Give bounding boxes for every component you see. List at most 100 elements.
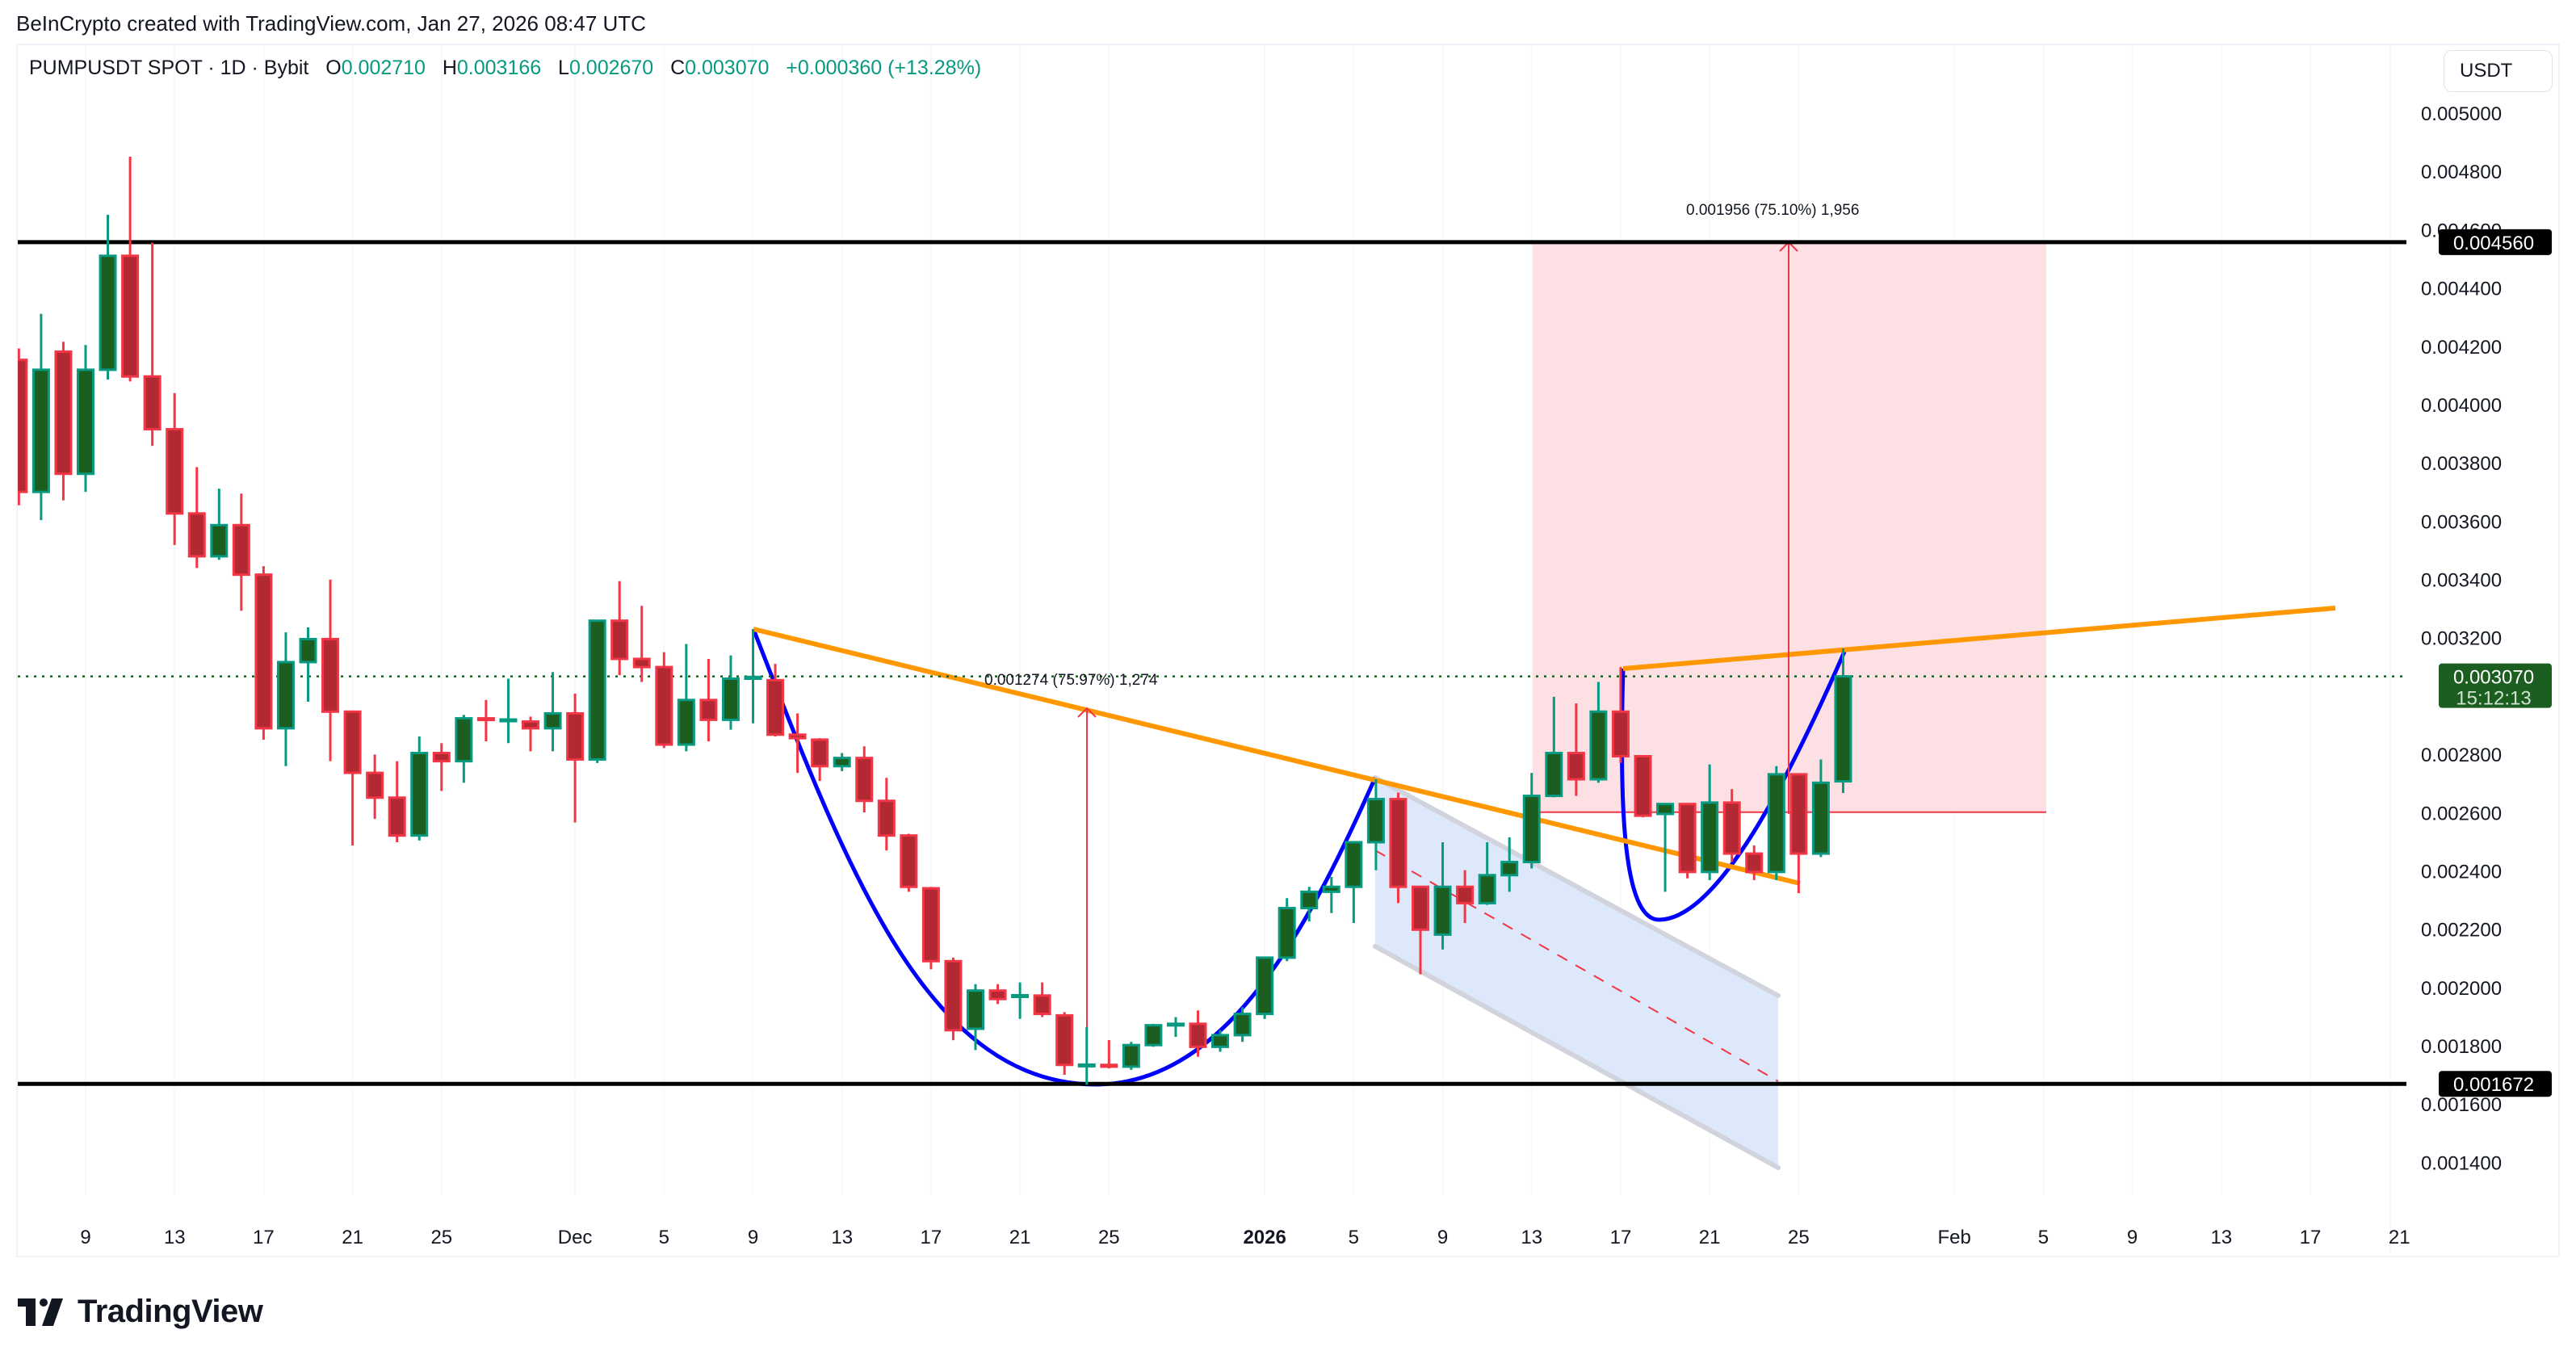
candle[interactable] <box>432 743 451 791</box>
candle[interactable] <box>11 348 28 506</box>
neckline-trendline[interactable] <box>1622 606 2336 671</box>
candle[interactable] <box>232 493 250 611</box>
candle[interactable] <box>1345 841 1363 923</box>
candle-body <box>343 710 362 774</box>
candle[interactable] <box>1478 841 1496 905</box>
candle[interactable] <box>1389 792 1408 904</box>
candle[interactable] <box>1033 982 1051 1017</box>
candle[interactable] <box>677 644 695 752</box>
candle[interactable] <box>210 489 229 560</box>
candle-body <box>988 989 1007 1001</box>
candle[interactable] <box>321 579 340 761</box>
candle[interactable] <box>476 699 495 742</box>
candle[interactable] <box>522 716 539 752</box>
price-tick: 0.002000 <box>2421 978 2502 1000</box>
candle[interactable] <box>276 632 295 766</box>
candle[interactable] <box>366 754 384 820</box>
candle[interactable] <box>766 664 785 736</box>
candle[interactable] <box>77 345 94 493</box>
candle[interactable] <box>121 157 140 382</box>
candle[interactable] <box>944 957 963 1041</box>
candle[interactable] <box>566 693 585 823</box>
candle[interactable] <box>921 887 940 970</box>
candle[interactable] <box>632 606 651 682</box>
candle[interactable] <box>1678 803 1697 879</box>
candle[interactable] <box>1077 1026 1096 1085</box>
candle[interactable] <box>54 342 73 501</box>
candle[interactable] <box>1634 755 1652 818</box>
descending-channel[interactable] <box>1375 778 1778 1168</box>
candle[interactable] <box>855 746 874 813</box>
candle[interactable] <box>1611 667 1630 763</box>
candle-body <box>1789 773 1808 855</box>
candle[interactable] <box>455 715 473 783</box>
currency-button[interactable]: USDT <box>2444 50 2553 92</box>
candle[interactable] <box>410 736 429 841</box>
candle[interactable] <box>833 753 851 771</box>
candle[interactable] <box>1767 766 1785 880</box>
candle[interactable] <box>1011 982 1030 1019</box>
candle[interactable] <box>187 467 206 568</box>
candle[interactable] <box>1166 1017 1185 1038</box>
candle[interactable] <box>1233 1007 1252 1042</box>
candle[interactable] <box>788 713 807 774</box>
candle[interactable] <box>143 242 162 447</box>
candle[interactable] <box>811 738 829 782</box>
candle[interactable] <box>499 678 518 744</box>
candle[interactable] <box>543 672 562 752</box>
candle[interactable] <box>1789 773 1808 894</box>
candle[interactable] <box>1656 803 1675 892</box>
symbol-title[interactable]: PUMPUSDT SPOT · 1D · Bybit <box>29 57 309 79</box>
candle[interactable] <box>1589 682 1608 783</box>
candle[interactable] <box>1300 887 1319 922</box>
candle[interactable] <box>988 984 1007 1005</box>
candle[interactable] <box>610 581 629 676</box>
candle[interactable] <box>1256 956 1274 1019</box>
candle[interactable] <box>1500 837 1519 892</box>
price-tick: 0.001800 <box>2421 1036 2502 1058</box>
candle[interactable] <box>1100 1040 1118 1069</box>
candle[interactable] <box>1211 1030 1230 1052</box>
candle[interactable] <box>1189 1010 1207 1057</box>
candle[interactable] <box>388 761 406 842</box>
candle[interactable] <box>1522 773 1541 869</box>
measure-label-target: 0.001956 (75.10%) 1,956 <box>1686 202 1859 219</box>
candle[interactable] <box>699 658 718 742</box>
candle[interactable] <box>900 833 918 892</box>
candle[interactable] <box>1412 885 1429 975</box>
measure-arrow-cup[interactable] <box>1077 707 1097 1084</box>
candle[interactable] <box>299 627 317 703</box>
candle[interactable] <box>1122 1042 1140 1070</box>
candle[interactable] <box>1811 759 1830 858</box>
descending-trendline[interactable] <box>753 627 1801 886</box>
candle[interactable] <box>1456 870 1475 923</box>
candle[interactable] <box>588 619 606 763</box>
candle[interactable] <box>744 629 762 724</box>
candle[interactable] <box>1745 845 1764 880</box>
price-tick: 0.001400 <box>2421 1152 2502 1174</box>
candle[interactable] <box>721 655 740 730</box>
candle[interactable] <box>1567 703 1585 796</box>
candle[interactable] <box>99 214 117 380</box>
candle[interactable] <box>877 778 896 851</box>
candle[interactable] <box>254 566 273 740</box>
candle[interactable] <box>1433 841 1452 950</box>
candle[interactable] <box>166 392 184 545</box>
candle[interactable] <box>655 652 673 749</box>
candle[interactable] <box>1278 898 1296 962</box>
candle[interactable] <box>1545 696 1563 798</box>
candle[interactable] <box>31 313 50 521</box>
candle[interactable] <box>1144 1023 1163 1047</box>
candle[interactable] <box>1322 876 1340 913</box>
candle[interactable] <box>1722 789 1741 862</box>
candle[interactable] <box>1366 779 1385 870</box>
candle[interactable] <box>343 710 362 845</box>
candle[interactable] <box>967 984 984 1051</box>
close-value: 0.003070 <box>685 57 770 79</box>
candle[interactable] <box>1701 764 1719 880</box>
tradingview-logo[interactable]: TradingView <box>18 1294 263 1330</box>
candle[interactable] <box>1834 648 1852 793</box>
candle[interactable] <box>1055 1012 1074 1076</box>
